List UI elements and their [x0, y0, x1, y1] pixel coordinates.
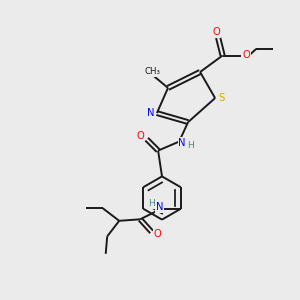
Text: S: S	[218, 93, 224, 103]
Text: H: H	[187, 141, 194, 150]
Text: O: O	[154, 229, 161, 239]
Text: O: O	[213, 27, 220, 37]
Text: N: N	[147, 108, 154, 118]
Text: N: N	[156, 202, 164, 212]
Text: H: H	[148, 199, 155, 208]
Text: N: N	[178, 138, 186, 148]
Text: CH₃: CH₃	[144, 67, 160, 76]
Text: O: O	[137, 130, 145, 141]
Text: O: O	[242, 50, 250, 61]
